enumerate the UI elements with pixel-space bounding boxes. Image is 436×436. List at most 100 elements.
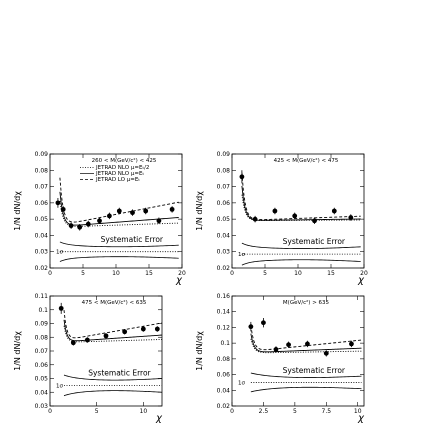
legend-label: JETRAD NLO μ=Eₜ/2 [95,165,149,171]
data-point [323,350,329,356]
y-axis-label: 1/N dN/dχ [13,331,22,371]
curve-lo-et [59,177,179,223]
sigma-label: 1σ [56,383,63,389]
data-point [55,200,61,206]
curve-lo-et [250,325,362,351]
y-tick-label: 0.14 [217,309,231,316]
data-point [292,213,298,219]
data-point [252,216,258,222]
x-tick-label: 5 [81,270,85,277]
y-tick-label: 0.03 [35,403,49,410]
data-point [68,223,74,229]
data-point [248,324,254,330]
data-point [70,340,76,346]
panel-title: M(GeV/c²) > 635 [283,299,330,306]
panel-title: 475 < M(GeV/c²) < 635 [82,299,147,306]
legend-label: JETRAD LO μ=Eₜ [95,177,140,183]
y-tick-label: 0.02 [217,265,231,272]
y-tick-label: 0.08 [35,334,49,341]
y-tick-label: 0.04 [217,232,231,239]
data-point [103,333,109,339]
data-point [305,341,310,347]
x-axis-label: χ [175,275,183,286]
data-point [143,208,149,214]
data-point [140,326,146,332]
panel-title: 425 < M(GeV/c²) < 475 [274,157,339,164]
y-tick-label: 0.04 [217,387,231,394]
data-point [286,342,291,348]
plot-frame [231,295,365,407]
plot-frame [49,295,163,407]
data-point [84,337,90,343]
y-tick-label: 0.07 [217,184,231,191]
y-tick-label: 0.1 [38,307,48,314]
y-tick-label: 0.05 [35,376,49,383]
y-tick-label: 0.05 [35,216,49,223]
systematic-band-edge [241,242,361,249]
y-tick-label: 0.06 [217,200,231,207]
x-tick-label: 5 [293,408,297,415]
data-point [85,221,91,227]
systematic-band-edge [59,256,179,262]
x-tick-label: 15 [145,270,153,277]
y-axis-label: 1/N dN/dχ [13,191,22,231]
y-tick-label: 0.07 [35,184,49,191]
x-tick-label: 10 [112,270,120,277]
y-tick-label: 0.06 [217,372,231,379]
data-point [97,218,102,224]
data-point [349,341,354,347]
data-point [77,224,83,230]
x-axis-label: χ [357,413,365,424]
x-tick-label: 0 [230,270,234,277]
systematic-band-edge [250,372,362,378]
x-axis-label: χ [155,413,163,424]
sigma-label: 1σ [238,380,245,386]
y-tick-label: 0.04 [35,389,49,396]
y-axis-label: 1/N dN/dχ [195,331,204,371]
data-point [239,174,245,180]
y-tick-label: 0.02 [217,403,231,410]
panel-title: 260 < M(GeV/c²) < 425 [92,157,157,164]
systematic-error-label: Systematic Error [283,237,346,246]
x-tick-label: 5 [95,408,99,415]
curve-lo-et [241,172,361,221]
sigma-label: 1σ [238,252,245,258]
chart-panel-3: 0.03 0.04 0.05 0.06 0.07 0.08 0.09 0.1 0.11 0 5 10 χ… [13,293,163,424]
y-tick-label: 0.09 [35,151,49,158]
y-tick-label: 0.08 [217,356,231,363]
curve-nlo-et [63,319,163,342]
x-tick-label: 15 [327,270,335,277]
systematic-band-edge [63,374,163,381]
plot-frame [231,153,365,269]
data-point [156,218,162,224]
data-point [331,208,337,214]
data-point [312,218,317,224]
y-tick-label: 0.09 [217,151,231,158]
data-point [154,326,160,332]
legend-label: JETRAD NLO μ=Eₜ [95,171,144,177]
data-point [107,213,112,219]
y-tick-label: 0.16 [217,293,231,300]
chart-panel-1: 0.02 0.03 0.04 0.05 0.06 0.07 0.08 0.09 0 5 10 15 20… [13,151,186,286]
data-point [58,305,64,311]
curve-lo-et [63,309,163,339]
data-point [348,215,354,220]
x-tick-label: 0 [230,408,234,415]
y-tick-label: 0.05 [217,216,231,223]
systematic-error-label: Systematic Error [88,369,151,378]
chart-panel-4: 0.02 0.04 0.06 0.08 0.1 0.12 0.14 0.16 0 2.5 5 7.5 1… [195,293,365,424]
y-tick-label: 0.02 [35,265,49,272]
x-tick-label: 0 [48,270,52,277]
curve-nlo-half-et [63,325,163,343]
x-tick-label: 20 [178,270,186,277]
y-tick-label: 0.04 [35,232,49,239]
y-tick-label: 0.06 [35,200,49,207]
data-point [116,208,122,214]
data-point [60,206,66,212]
x-tick-label: 10 [354,408,362,415]
systematic-band-edge [250,386,362,393]
data-point [122,329,128,335]
chart-panel-2: 0.02 0.03 0.04 0.05 0.06 0.07 0.08 0.09 0 5 10 15 20… [195,151,368,286]
y-tick-label: 0.03 [35,249,49,256]
